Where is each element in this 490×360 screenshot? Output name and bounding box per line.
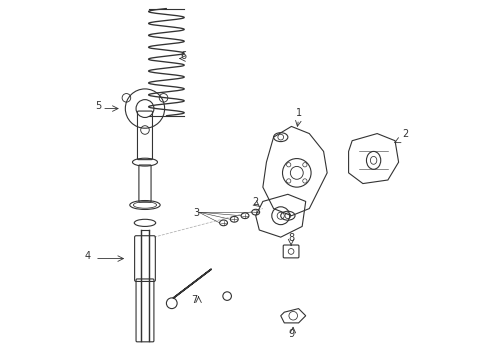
Text: 4: 4 [84,251,90,261]
Text: 6: 6 [181,50,187,60]
Text: 5: 5 [95,100,101,111]
Text: 1: 1 [295,108,302,118]
Text: 7: 7 [192,295,197,305]
Text: 3: 3 [193,208,199,218]
Text: 2: 2 [402,129,409,139]
Text: 9: 9 [289,329,294,339]
Text: 8: 8 [289,233,294,243]
Text: 2: 2 [252,197,258,207]
